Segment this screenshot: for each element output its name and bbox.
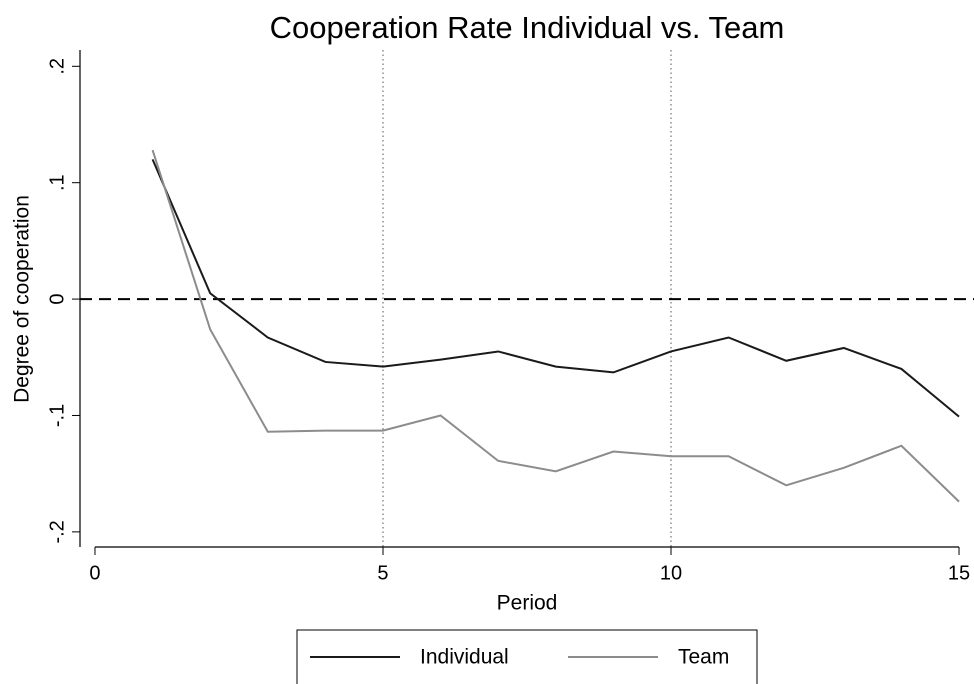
- legend-label: Individual: [420, 646, 509, 669]
- y-tick-label: .2: [46, 58, 68, 75]
- x-tick-label: 15: [948, 562, 970, 584]
- x-tick-label: 5: [377, 562, 388, 584]
- series-line: [151, 159, 960, 418]
- y-tick-label: -.2: [46, 520, 68, 543]
- x-tick-label: 10: [660, 562, 682, 584]
- legend-label: Team: [678, 646, 729, 669]
- y-tick-label: 0: [46, 294, 68, 305]
- y-tick-label: -.1: [46, 404, 68, 427]
- y-tick-label: .1: [46, 174, 68, 191]
- chart-title: Cooperation Rate Individual vs. Team: [270, 10, 785, 45]
- x-axis-label: Period: [497, 592, 558, 615]
- x-tick-label: 0: [89, 562, 100, 584]
- series-line: [151, 149, 960, 503]
- y-axis-label: Degree of cooperation: [11, 195, 34, 403]
